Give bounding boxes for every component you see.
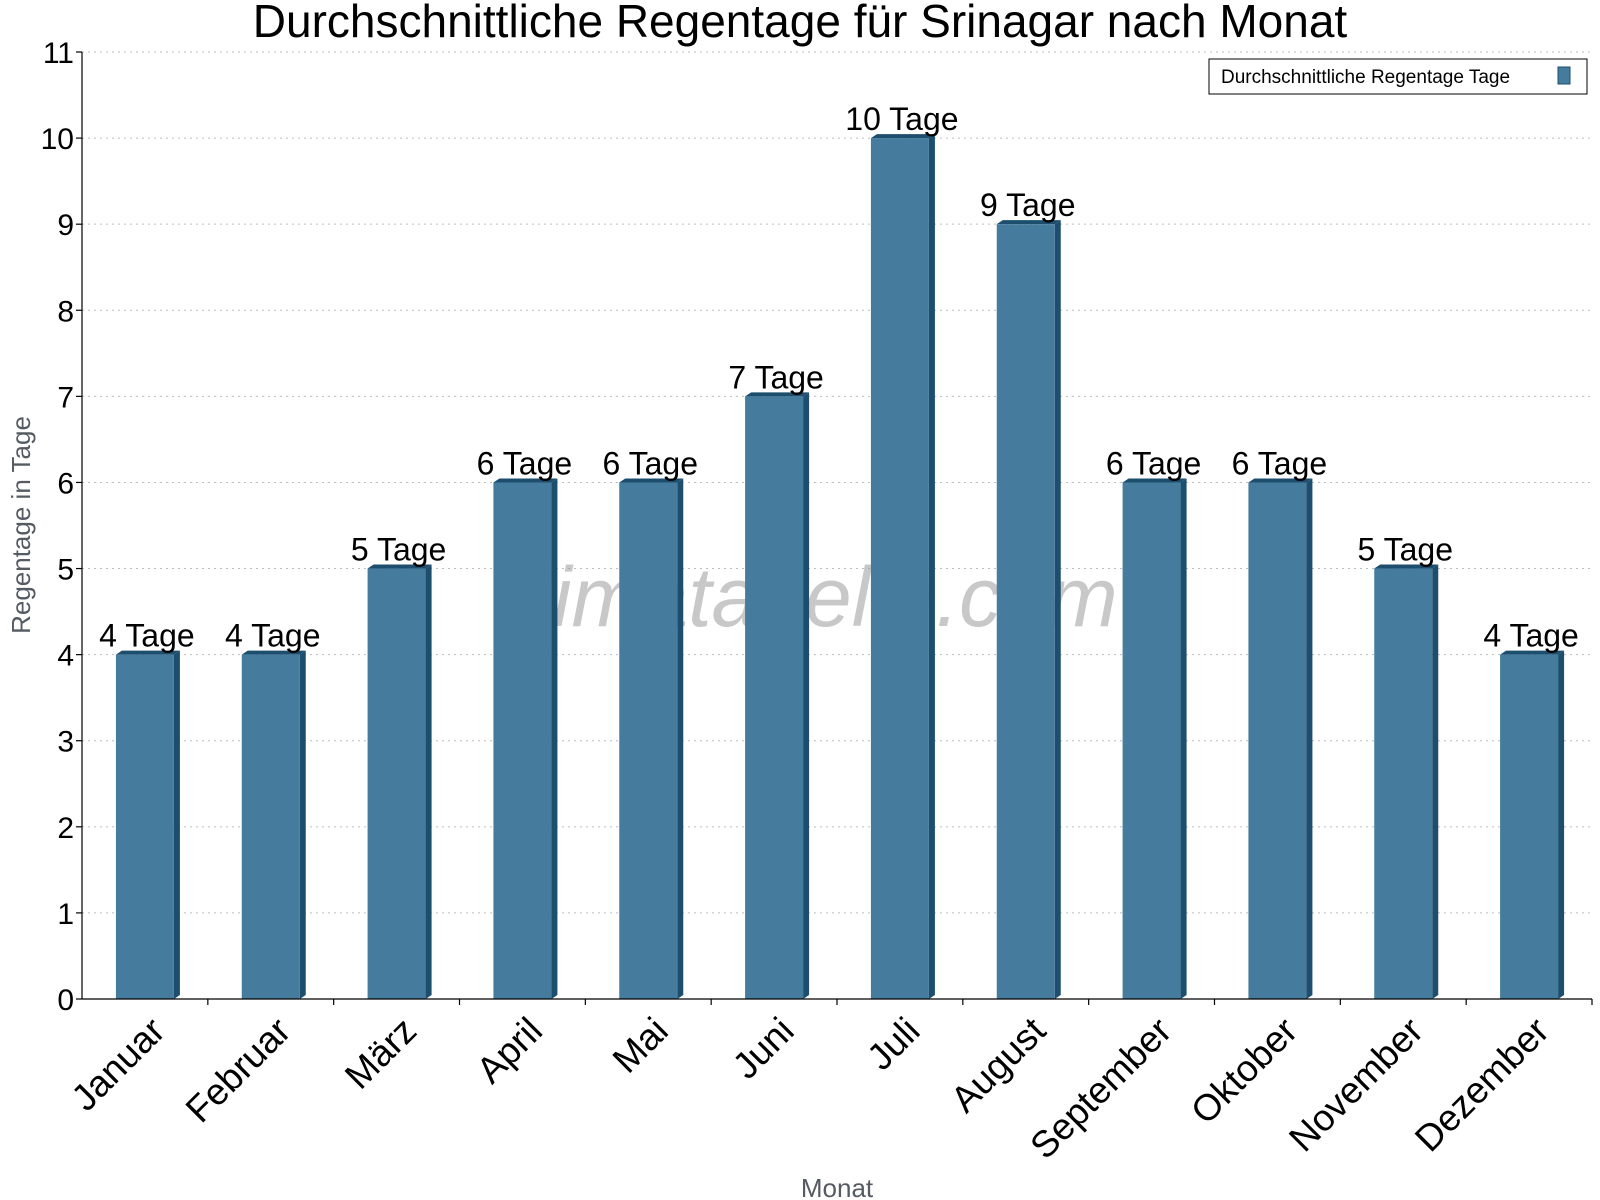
data-label-November: 5 Tage xyxy=(1358,532,1454,568)
bar-top xyxy=(1374,564,1439,569)
bar-front xyxy=(1248,482,1307,999)
bar-side xyxy=(425,564,432,999)
bar-top xyxy=(1248,478,1313,483)
legend-swatch xyxy=(1557,66,1571,85)
bar-September xyxy=(1122,478,1187,999)
bar-side xyxy=(551,478,558,999)
legend: Durchschnittliche Regentage Tage xyxy=(1208,58,1588,95)
bar-front xyxy=(619,482,678,999)
x-tick-label-Dezember: Dezember xyxy=(1407,1010,1557,1160)
data-label-März: 5 Tage xyxy=(351,532,447,568)
bar-Juli xyxy=(870,134,935,999)
bar-side xyxy=(928,134,935,999)
chart-title: Durchschnittliche Regentage für Srinagar… xyxy=(253,0,1348,47)
y-tick-label-4: 4 xyxy=(57,640,74,673)
data-label-April: 6 Tage xyxy=(477,445,573,481)
bar-side xyxy=(1432,564,1439,999)
bar-front xyxy=(241,654,300,999)
y-axis-ticks: 0 1 2 3 4 5 6 7 8 9 10 11 xyxy=(41,37,82,1017)
bar-top xyxy=(996,220,1061,225)
x-tick-label-Mai: Mai xyxy=(605,1010,676,1081)
bar-top xyxy=(367,564,432,569)
y-tick-label-1: 1 xyxy=(57,898,74,931)
x-tick-label-November: November xyxy=(1281,1010,1431,1160)
data-labels: 4 Tage 4 Tage 5 Tage 6 Tage 6 Tage 7 Tage 10 T… xyxy=(99,101,1579,654)
bar-März xyxy=(367,564,432,999)
bar-front xyxy=(115,654,174,999)
x-tick-label-Juni: Juni xyxy=(725,1010,802,1087)
x-tick-label-März: März xyxy=(337,1010,424,1097)
bar-side xyxy=(1180,478,1187,999)
x-tick-label-Februar: Februar xyxy=(178,1010,299,1131)
bar-top xyxy=(115,650,180,655)
x-tick-label-Oktober: Oktober xyxy=(1183,1010,1305,1132)
bar-top xyxy=(493,478,558,483)
bar-side xyxy=(173,650,180,999)
data-label-Dezember: 4 Tage xyxy=(1483,618,1579,654)
y-axis-label: Regentage in Tage xyxy=(6,416,36,634)
bar-top xyxy=(1122,478,1187,483)
bar-side xyxy=(1306,478,1313,999)
bar-front xyxy=(996,224,1055,999)
x-tick-label-Januar: Januar xyxy=(64,1010,173,1119)
data-label-August: 9 Tage xyxy=(980,187,1076,223)
bar-side xyxy=(299,650,306,999)
y-tick-label-5: 5 xyxy=(57,554,74,587)
data-label-Juni: 7 Tage xyxy=(728,359,824,395)
bar-front xyxy=(1500,654,1559,999)
y-tick-label-0: 0 xyxy=(57,984,74,1017)
bar-top xyxy=(241,650,306,655)
legend-label: Durchschnittliche Regentage Tage xyxy=(1221,67,1510,88)
y-tick-label-11: 11 xyxy=(43,37,74,70)
y-tick-label-2: 2 xyxy=(57,812,74,845)
data-label-Juli: 10 Tage xyxy=(845,101,958,137)
bar-Mai xyxy=(619,478,684,999)
bar-front xyxy=(870,138,929,999)
bar-top xyxy=(1500,650,1565,655)
bar-side xyxy=(677,478,684,999)
data-label-Mai: 6 Tage xyxy=(603,445,699,481)
bar-Oktober xyxy=(1248,478,1313,999)
bar-side xyxy=(803,392,810,999)
x-tick-label-August: August xyxy=(943,1009,1054,1120)
y-tick-label-3: 3 xyxy=(57,726,74,759)
bar-Dezember xyxy=(1500,650,1565,999)
data-label-Januar: 4 Tage xyxy=(99,618,195,654)
bar-front xyxy=(367,568,426,999)
data-label-September: 6 Tage xyxy=(1106,445,1202,481)
x-axis-ticks: Januar Februar März April Mai Juni Juli AugustS… xyxy=(64,999,1593,1167)
x-tick-label-Juli: Juli xyxy=(859,1010,927,1078)
bars xyxy=(115,134,1565,999)
x-axis-label: Monat xyxy=(801,1173,874,1200)
bar-top xyxy=(870,134,935,139)
bar-November xyxy=(1374,564,1439,999)
y-tick-label-7: 7 xyxy=(57,381,74,414)
bar-Juni xyxy=(745,392,810,999)
bar-side xyxy=(1054,220,1061,999)
bar-front xyxy=(1374,568,1433,999)
bar-top xyxy=(619,478,684,483)
bar-front xyxy=(1122,482,1181,999)
x-tick-label-April: April xyxy=(469,1010,550,1091)
gridlines xyxy=(82,51,1592,914)
bar-front xyxy=(745,396,804,999)
bar-top xyxy=(745,392,810,397)
bar-April xyxy=(493,478,558,999)
bar-Januar xyxy=(115,650,180,999)
y-tick-label-6: 6 xyxy=(57,467,74,500)
bar-August xyxy=(996,220,1061,999)
bar-Februar xyxy=(241,650,306,999)
bar-side xyxy=(1558,650,1565,999)
y-tick-label-10: 10 xyxy=(41,123,74,156)
y-tick-label-8: 8 xyxy=(57,295,74,328)
data-label-Februar: 4 Tage xyxy=(225,618,321,654)
legend-box xyxy=(1208,58,1588,95)
bar-front xyxy=(493,482,552,999)
y-tick-label-9: 9 xyxy=(57,209,74,242)
data-label-Oktober: 6 Tage xyxy=(1232,445,1328,481)
